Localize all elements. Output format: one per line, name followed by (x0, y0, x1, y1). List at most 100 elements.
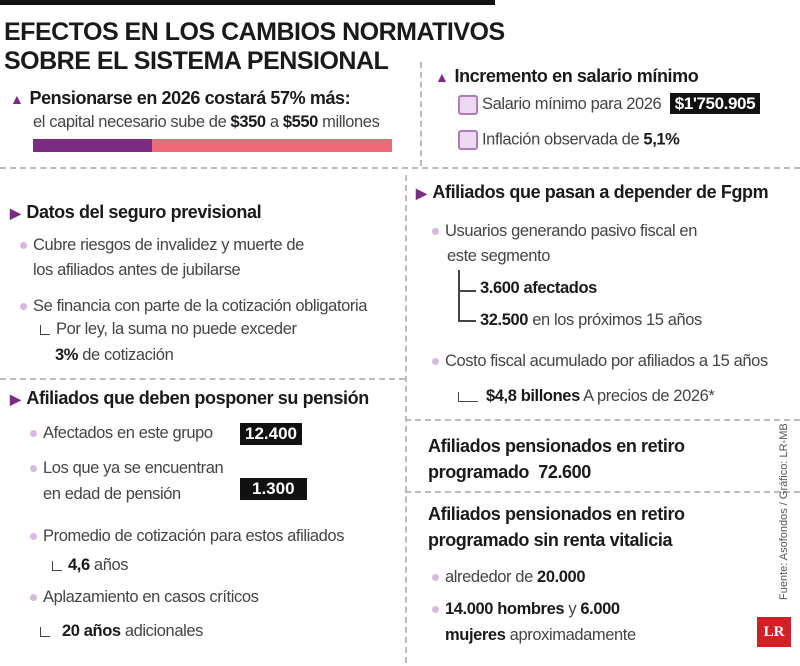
value: 20 años (62, 622, 121, 640)
label: Aplazamiento en casos críticos (43, 588, 259, 606)
list-item-cont: los afiliados antes de jubilarse (33, 261, 241, 279)
text: en los próximos 15 años (528, 311, 702, 329)
value: 6.000 (580, 600, 620, 618)
list-item: 14.000 hombres y 6.000 (432, 600, 620, 619)
heading-text: Pensionarse en 2026 costará 57% más: (29, 88, 351, 108)
list-item-cont: en edad de pensión (43, 485, 181, 503)
divider (0, 378, 405, 380)
corner-icon (40, 626, 50, 637)
text: alrededor de (445, 568, 538, 586)
top-rule (0, 0, 495, 5)
value: mujeres (445, 626, 506, 644)
text: Cubre riesgos de invalidez y muerte de (33, 236, 304, 254)
page-title: EFECTOS EN LOS CAMBIOS NORMATIVOS (4, 18, 505, 46)
text: programado (428, 462, 530, 482)
divider (420, 62, 422, 166)
inflation-value: 5,1% (643, 130, 680, 149)
value: 32.500 (480, 311, 529, 329)
value: 14.000 hombres (445, 600, 565, 618)
corner-icon (52, 560, 62, 571)
corner-icon (40, 324, 50, 335)
text: a (265, 113, 283, 131)
salary-row: Salario mínimo para 2026 $1'750.905 (458, 93, 761, 115)
bullet-icon (30, 533, 37, 541)
bullet-icon (20, 242, 27, 250)
value: 20.000 (537, 568, 586, 586)
tree-line (458, 290, 476, 292)
text: aproximadamente (505, 626, 636, 644)
divider (0, 167, 800, 169)
list-item: Aplazamiento en casos críticos (30, 588, 259, 607)
heading-text: Afiliados que deben posponer su pensión (26, 388, 369, 408)
text: el capital necesario sube de (33, 113, 231, 131)
value: 3.600 afectados (480, 279, 597, 297)
value: $4,8 billones (486, 387, 580, 405)
triangle-right-icon: ▶ (10, 205, 21, 221)
label: Salario mínimo para 2026 (482, 95, 662, 113)
sub-item: 4,6 años (52, 556, 129, 575)
programmed-heading: Afiliados pensionados en retiro (428, 436, 685, 456)
list-item: Afectados en este grupo (30, 424, 213, 443)
heading-text: Datos del seguro previsional (26, 202, 262, 222)
text: Usuarios generando pasivo fiscal en (445, 222, 697, 240)
list-item: Los que ya se encuentran (30, 459, 224, 478)
list-item: Cubre riesgos de invalidez y muerte de (20, 236, 304, 255)
text: y (564, 600, 581, 618)
triangle-up-icon: ▲ (435, 69, 449, 85)
heading-text: Incremento en salario mínimo (454, 66, 699, 86)
insurance-heading: ▶ Datos del seguro previsional (10, 202, 262, 223)
tree-line (458, 320, 476, 322)
label: Promedio de cotización para estos afilia… (43, 527, 345, 545)
sub-item: 20 años adicionales (40, 622, 203, 641)
list-item: Costo fiscal acumulado por afiliados a 1… (432, 352, 768, 371)
bullet-icon (30, 430, 37, 438)
list-item-cont: este segmento (447, 247, 551, 265)
from-value: $350 (230, 113, 267, 131)
list-item: Usuarios generando pasivo fiscal en (432, 222, 697, 241)
programmed-heading-line2: programado 72.600 (428, 462, 591, 483)
text: A precios de 2026* (579, 387, 715, 405)
corner-icon (458, 391, 478, 402)
bullet-icon (30, 594, 37, 602)
future-count: 32.500 en los próximos 15 años (480, 311, 702, 330)
text: años (89, 556, 129, 574)
pension-cost-heading: ▲ Pensionarse en 2026 costará 57% más: (10, 88, 351, 109)
bullet-icon (30, 465, 37, 473)
bullet-icon (432, 606, 439, 614)
age-value: 1.300 (240, 478, 307, 500)
divider (405, 491, 800, 493)
value: 4,6 (68, 556, 90, 574)
triangle-right-icon: ▶ (10, 391, 21, 407)
page-title-line2: SOBRE EL SISTEMA PENSIONAL (4, 47, 389, 75)
salary-value: $1'750.905 (669, 93, 761, 114)
label: Los que ya se encuentran (43, 459, 224, 477)
label: Afectados en este grupo (43, 424, 213, 442)
money-percent-icon (458, 130, 478, 150)
no-annuity-heading: Afiliados pensionados en retiro (428, 504, 685, 524)
bar-increase (152, 139, 392, 152)
text: Costo fiscal acumulado por afiliados a 1… (445, 352, 768, 370)
text: millones (317, 113, 380, 131)
affected-count: 3.600 afectados (480, 279, 597, 298)
value: 3% (55, 346, 79, 364)
lr-logo: LR (757, 617, 791, 647)
triangle-up-icon: ▲ (10, 91, 24, 107)
pension-cost-text: el capital necesario sube de $350 a $550… (33, 113, 380, 132)
text: de cotización (78, 346, 174, 364)
bullet-icon (432, 228, 439, 236)
value: 72.600 (538, 462, 591, 482)
source-credit: Fuente: Asofondos / Gráfico: LR-MB (778, 423, 790, 600)
postpone-heading: ▶ Afiliados que deben posponer su pensión (10, 388, 369, 409)
label: Inflación observada de (482, 130, 644, 149)
bullet-icon (432, 358, 439, 366)
text: Se financia con parte de la cotización o… (33, 297, 368, 315)
calculator-icon (458, 94, 478, 115)
sub-item: $4,8 billones A precios de 2026* (458, 387, 715, 406)
to-value: $550 (282, 113, 319, 131)
divider (405, 419, 800, 421)
triangle-right-icon: ▶ (416, 185, 427, 201)
fgpm-heading: ▶ Afiliados que pasan a depender de Fgpm (416, 182, 769, 203)
bullet-icon (432, 574, 439, 582)
sub-item: Por ley, la suma no puede exceder (40, 320, 297, 339)
sub-item-cont: 3% de cotización (55, 346, 174, 365)
